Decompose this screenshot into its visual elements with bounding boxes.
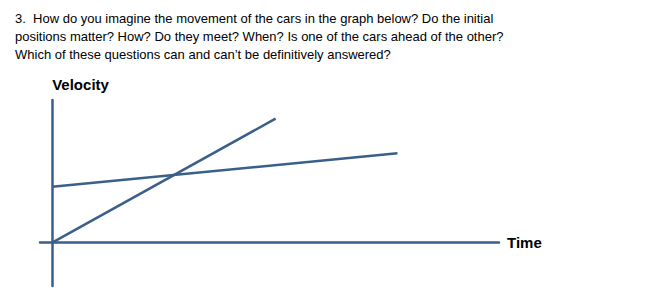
svg-text:Time: Time bbox=[507, 234, 542, 251]
svg-text:positions matter? How? Do they: positions matter? How? Do they meet? Whe… bbox=[15, 29, 504, 44]
svg-text:Velocity: Velocity bbox=[52, 76, 109, 93]
svg-text:Which of these questions can a: Which of these questions can and can’t b… bbox=[15, 47, 391, 62]
svg-text:3. How do you imagine the mov: 3. How do you imagine the movement of th… bbox=[15, 11, 493, 26]
